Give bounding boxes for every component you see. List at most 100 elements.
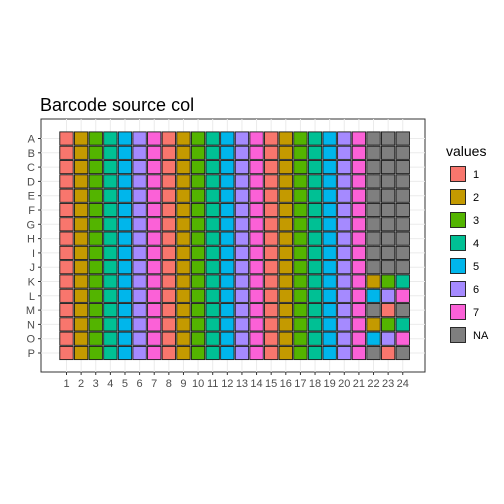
tile-L7: [148, 289, 161, 302]
y-tick-label: I: [32, 248, 35, 260]
tile-K21: [352, 275, 365, 288]
tile-B12: [221, 146, 234, 159]
tile-D9: [177, 175, 190, 188]
tile-I2: [74, 246, 87, 259]
tile-A22: [367, 132, 380, 145]
tile-J13: [235, 261, 248, 274]
tile-A20: [338, 132, 351, 145]
tile-P6: [133, 346, 146, 359]
tile-B15: [264, 146, 277, 159]
tile-H13: [235, 232, 248, 245]
tile-J17: [294, 261, 307, 274]
tile-C14: [250, 161, 263, 174]
tile-P12: [221, 346, 234, 359]
tile-K24: [396, 275, 409, 288]
tile-B10: [191, 146, 204, 159]
tile-O11: [206, 332, 219, 345]
tile-P14: [250, 346, 263, 359]
tile-B2: [74, 146, 87, 159]
tile-J2: [74, 261, 87, 274]
y-tick-label: H: [27, 234, 35, 246]
tile-J6: [133, 261, 146, 274]
tile-P15: [264, 346, 277, 359]
tile-P1: [60, 346, 73, 359]
tile-N1: [60, 318, 73, 331]
tile-C22: [367, 161, 380, 174]
tile-D15: [264, 175, 277, 188]
x-tick-label: 2: [78, 378, 84, 390]
x-tick-label: 18: [309, 378, 321, 390]
tile-I18: [308, 246, 321, 259]
tile-C16: [279, 161, 292, 174]
tile-F5: [118, 203, 131, 216]
tile-K15: [264, 275, 277, 288]
tile-B21: [352, 146, 365, 159]
tile-O23: [381, 332, 394, 345]
tile-M24: [396, 304, 409, 317]
tile-G23: [381, 218, 394, 231]
tile-L21: [352, 289, 365, 302]
x-tick-label: 9: [180, 378, 186, 390]
tile-H21: [352, 232, 365, 245]
tile-O21: [352, 332, 365, 345]
tile-O10: [191, 332, 204, 345]
tile-E1: [60, 189, 73, 202]
tile-K6: [133, 275, 146, 288]
y-tick-label: N: [27, 319, 35, 331]
tile-N14: [250, 318, 263, 331]
tile-H2: [74, 232, 87, 245]
tile-K14: [250, 275, 263, 288]
tile-G15: [264, 218, 277, 231]
tile-B7: [148, 146, 161, 159]
tile-G4: [104, 218, 117, 231]
tile-L23: [381, 289, 394, 302]
tile-G12: [221, 218, 234, 231]
tile-A7: [148, 132, 161, 145]
tile-M12: [221, 304, 234, 317]
x-tick-label: 22: [367, 378, 379, 390]
y-tick-label: K: [28, 277, 36, 289]
tile-G9: [177, 218, 190, 231]
x-tick-label: 14: [250, 378, 262, 390]
tile-H23: [381, 232, 394, 245]
tile-F17: [294, 203, 307, 216]
tile-C13: [235, 161, 248, 174]
tile-I16: [279, 246, 292, 259]
tile-E13: [235, 189, 248, 202]
tile-E17: [294, 189, 307, 202]
tile-C5: [118, 161, 131, 174]
tile-G22: [367, 218, 380, 231]
tile-D18: [308, 175, 321, 188]
tile-D22: [367, 175, 380, 188]
tile-A18: [308, 132, 321, 145]
tile-D23: [381, 175, 394, 188]
tile-M19: [323, 304, 336, 317]
y-tick-label: J: [30, 262, 36, 274]
x-tick-label: 8: [166, 378, 172, 390]
x-tick-label: 24: [397, 378, 409, 390]
tile-J1: [60, 261, 73, 274]
x-tick-label: 3: [93, 378, 99, 390]
tile-P13: [235, 346, 248, 359]
y-tick-label: M: [26, 305, 35, 317]
tile-D11: [206, 175, 219, 188]
tile-M3: [89, 304, 102, 317]
tile-J11: [206, 261, 219, 274]
tile-O7: [148, 332, 161, 345]
tile-G1: [60, 218, 73, 231]
tile-B1: [60, 146, 73, 159]
tile-C7: [148, 161, 161, 174]
tile-N22: [367, 318, 380, 331]
tile-I22: [367, 246, 380, 259]
tile-C10: [191, 161, 204, 174]
tile-O14: [250, 332, 263, 345]
tile-F6: [133, 203, 146, 216]
tile-N21: [352, 318, 365, 331]
tile-G17: [294, 218, 307, 231]
tile-I12: [221, 246, 234, 259]
tile-B3: [89, 146, 102, 159]
tile-C4: [104, 161, 117, 174]
x-tick-label: 20: [338, 378, 350, 390]
tile-E7: [148, 189, 161, 202]
tile-O18: [308, 332, 321, 345]
